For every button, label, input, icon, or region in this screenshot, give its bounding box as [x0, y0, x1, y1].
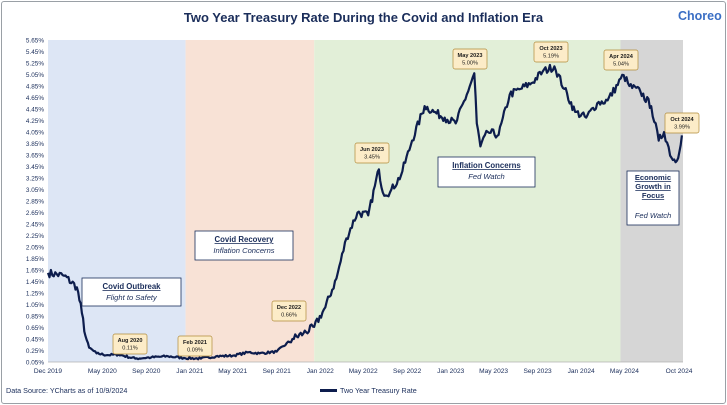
x-tick-label: Sep 2020: [132, 368, 161, 375]
x-tick-label: Oct 2024: [666, 368, 693, 375]
region-label-subtitle: Fed Watch: [468, 172, 505, 181]
region-label-title: Economic: [635, 173, 671, 182]
x-tick-label: May 2020: [88, 368, 117, 375]
region-label-title: Covid Recovery: [215, 235, 275, 244]
series-line-two-year-treasury-rate: [46, 63, 683, 361]
callout-box: [177, 335, 213, 357]
y-tick-label: 0.25%: [26, 348, 44, 355]
callout-date: Oct 2023: [539, 46, 562, 52]
y-tick-label: 3.85%: [26, 141, 44, 148]
region-label-subtitle: Inflation Concerns: [213, 246, 274, 255]
y-tick-label: 2.25%: [26, 233, 44, 240]
y-tick-label: 5.25%: [26, 60, 44, 67]
x-tick-label: Sep 2022: [393, 368, 422, 375]
region-label-box: [626, 170, 680, 226]
y-tick-label: 5.45%: [26, 49, 44, 56]
y-tick-label: 5.65%: [26, 37, 44, 44]
region-label-title: Covid Outbreak: [102, 282, 161, 291]
y-tick-label: 2.45%: [26, 221, 44, 228]
region-label-box: [437, 156, 536, 188]
x-tick-label: Jan 2023: [437, 368, 464, 375]
x-tick-label: Sep 2023: [523, 368, 552, 375]
y-tick-label: 1.05%: [26, 302, 44, 309]
region-label-title: Focus: [642, 191, 664, 200]
y-tick-label: 3.05%: [26, 187, 44, 194]
callout-date: May 2023: [458, 53, 483, 59]
callout-date: Apr 2024: [609, 54, 634, 60]
x-tick-label: May 2021: [218, 368, 247, 375]
y-tick-label: 0.05%: [26, 359, 44, 366]
y-tick-label: 0.85%: [26, 313, 44, 320]
legend-swatch: [320, 389, 337, 392]
callout-value: 3.99%: [674, 125, 690, 131]
y-tick-label: 1.65%: [26, 267, 44, 274]
callout-date: Feb 2021: [183, 340, 207, 346]
callout-date: Aug 2020: [118, 338, 143, 344]
chart-title: Two Year Treasury Rate During the Covid …: [183, 10, 544, 25]
region-band: [314, 40, 621, 362]
y-tick-label: 0.45%: [26, 336, 44, 343]
callout-box: [664, 112, 700, 134]
x-tick-label: May 2024: [610, 368, 639, 375]
chart-legend: Two Year Treasury Rate: [320, 386, 417, 395]
y-tick-label: 2.65%: [26, 210, 44, 217]
y-tick-label: 4.65%: [26, 95, 44, 102]
region-label-box: [81, 277, 182, 307]
callout-value: 5.19%: [543, 54, 559, 60]
y-tick-label: 2.05%: [26, 244, 44, 251]
region-label-subtitle: Flight to Safety: [106, 293, 158, 302]
legend-label: Two Year Treasury Rate: [340, 386, 417, 395]
y-tick-label: 1.85%: [26, 256, 44, 263]
y-tick-label: 1.25%: [26, 290, 44, 297]
y-tick-label: 2.85%: [26, 198, 44, 205]
y-tick-label: 3.65%: [26, 152, 44, 159]
callout-value: 0.66%: [281, 313, 297, 319]
callout-date: Oct 2024: [670, 117, 694, 123]
y-tick-label: 4.45%: [26, 106, 44, 113]
y-tick-label: 3.25%: [26, 175, 44, 182]
x-tick-label: May 2022: [349, 368, 378, 375]
region-label-subtitle: Fed Watch: [635, 211, 672, 220]
region-label-box: [194, 230, 294, 261]
x-tick-label: Dec 2019: [34, 368, 63, 375]
data-source-note: Data Source: YCharts as of 10/9/2024: [6, 386, 128, 395]
callout-box: [112, 333, 148, 355]
y-tick-label: 5.05%: [26, 72, 44, 79]
brand-logo: Choreo: [678, 9, 722, 23]
x-tick-label: Jan 2024: [568, 368, 595, 375]
region-label-title: Inflation Concerns: [452, 161, 521, 170]
y-tick-label: 1.45%: [26, 279, 44, 286]
region-label-title: Growth in: [635, 182, 671, 191]
y-tick-label: 4.85%: [26, 83, 44, 90]
callout-box: [452, 48, 488, 70]
callout-value: 5.00%: [462, 61, 478, 67]
callout-value: 0.11%: [122, 346, 137, 352]
callout-value: 3.45%: [364, 155, 380, 161]
callout-date: Dec 2022: [277, 305, 301, 311]
y-tick-label: 0.65%: [26, 325, 44, 332]
y-tick-label: 4.25%: [26, 118, 44, 125]
x-tick-label: Sep 2021: [263, 368, 292, 375]
callout-box: [533, 41, 569, 63]
callout-box: [354, 142, 390, 164]
callout-value: 0.09%: [187, 348, 203, 354]
callout-value: 5.04%: [613, 62, 629, 68]
x-tick-label: May 2023: [479, 368, 508, 375]
callout-date: Jun 2023: [360, 147, 384, 153]
y-tick-label: 4.05%: [26, 129, 44, 136]
x-tick-label: Jan 2022: [307, 368, 334, 375]
callout-box: [271, 300, 307, 322]
callout-box: [603, 49, 639, 71]
y-tick-label: 3.45%: [26, 164, 44, 171]
x-tick-label: Jan 2021: [176, 368, 203, 375]
region-band: [48, 40, 186, 362]
